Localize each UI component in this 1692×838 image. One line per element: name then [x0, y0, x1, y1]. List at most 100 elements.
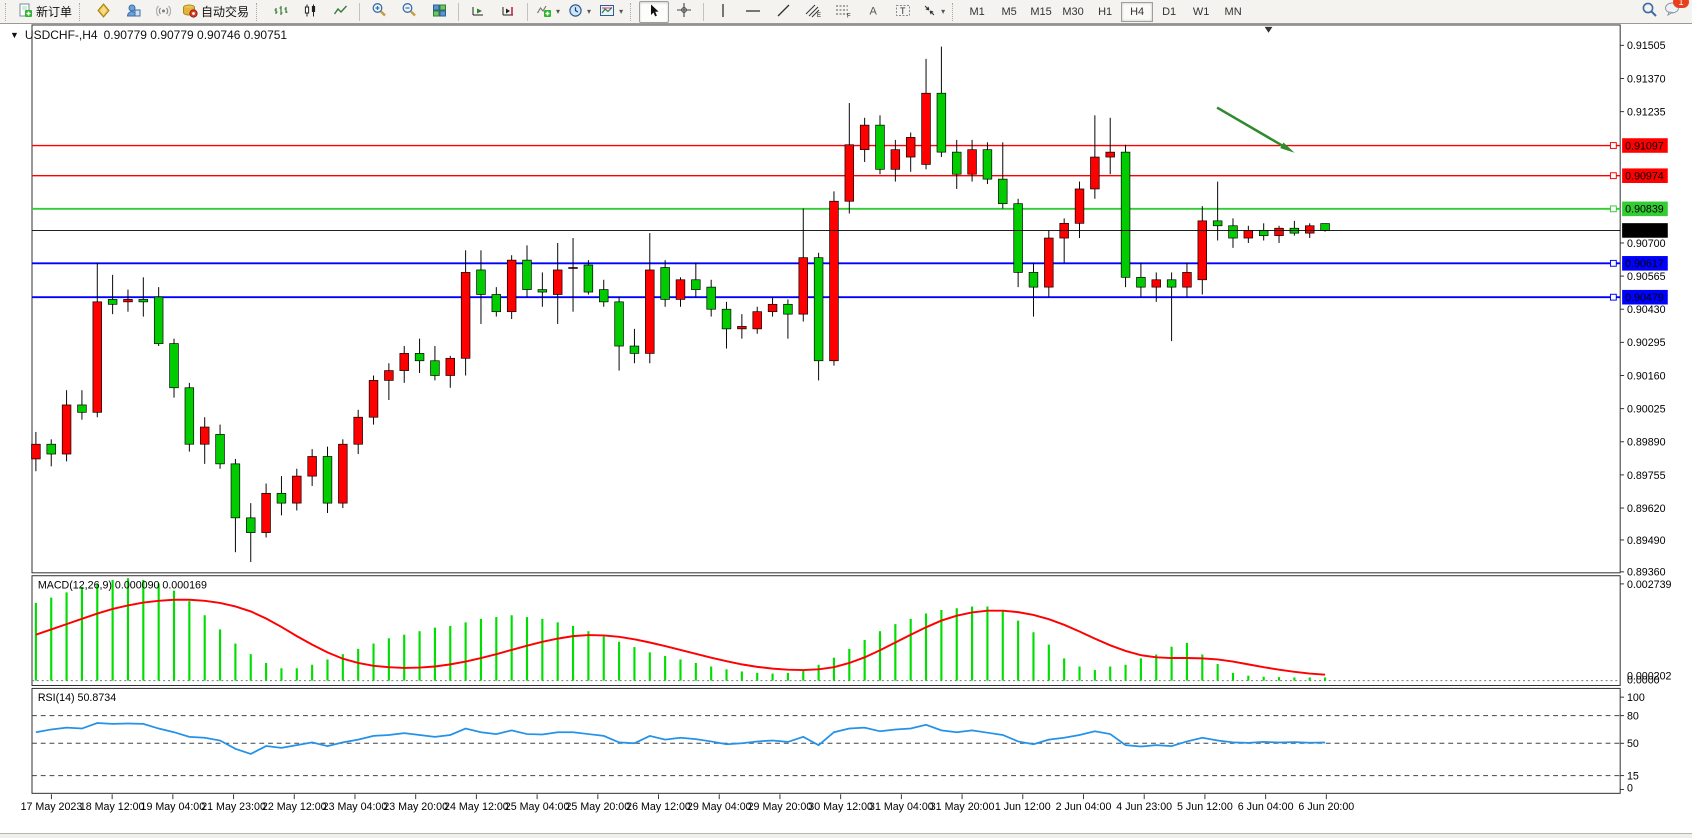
candle — [1228, 218, 1238, 248]
templates-button[interactable]: ▾ — [595, 1, 627, 23]
candle — [1013, 198, 1023, 288]
svg-text:0.002739: 0.002739 — [1627, 579, 1672, 591]
svg-text:26 May 12:00: 26 May 12:00 — [626, 801, 691, 813]
toolbar-separator — [703, 2, 705, 21]
notifications-button[interactable]: 1 — [1664, 0, 1689, 22]
chart-shift-button[interactable] — [493, 1, 523, 23]
zoom-in-button[interactable] — [364, 1, 394, 23]
line-handle[interactable] — [1609, 259, 1617, 267]
price-line-label — [1622, 201, 1668, 217]
arrows-tool-button[interactable]: ▾ — [918, 1, 949, 23]
candle — [737, 314, 747, 339]
candle — [261, 483, 271, 538]
periods-button[interactable]: ▾ — [564, 1, 595, 23]
crosshair-tool-button[interactable] — [669, 1, 699, 23]
timeframe-button-M1[interactable]: M1 — [969, 5, 985, 18]
timeframe-toolbar: M1 M5 M15 M30 H1 H4 D1 W1 MN — [961, 1, 1249, 22]
line-handle[interactable] — [1609, 293, 1617, 301]
line-handle[interactable] — [1609, 142, 1617, 149]
channel-tool-button[interactable]: E — [798, 1, 828, 23]
annotation-arrow[interactable] — [1216, 106, 1288, 150]
svg-text:30 May 12:00: 30 May 12:00 — [808, 801, 873, 813]
svg-text:2 Jun 04:00: 2 Jun 04:00 — [1056, 801, 1112, 813]
line-handle[interactable] — [1609, 205, 1617, 213]
candle — [215, 424, 225, 469]
cursor-tool-button[interactable] — [639, 0, 670, 23]
fibonacci-tool-button[interactable]: F — [828, 1, 858, 23]
candle — [1136, 262, 1146, 297]
autotrading-button[interactable]: 自动交易 — [178, 1, 253, 23]
toolbar-grip — [630, 2, 635, 21]
timeframe-button-M15[interactable]: M15 — [1030, 5, 1052, 18]
timeframe-button-MN[interactable]: MN — [1224, 5, 1242, 18]
vertical-line-tool-button[interactable] — [708, 1, 738, 23]
timeframe-button-H4[interactable]: H4 — [1121, 1, 1154, 22]
timeframe-button-H1[interactable]: H1 — [1098, 5, 1113, 18]
candlestick-mode-button[interactable] — [295, 1, 325, 23]
svg-text:0: 0 — [1627, 782, 1633, 794]
line-handle[interactable] — [1609, 172, 1617, 180]
candle — [1028, 262, 1039, 317]
signals-button[interactable] — [148, 1, 178, 23]
svg-text:18 May 12:00: 18 May 12:00 — [80, 801, 145, 813]
candle — [107, 274, 118, 315]
text-label-tool-button[interactable]: T — [888, 1, 918, 23]
candle — [1166, 272, 1177, 342]
candle — [384, 363, 394, 401]
macd-signal-line — [35, 598, 1326, 676]
timeframe-button-M5[interactable]: M5 — [1001, 5, 1017, 18]
chart-window[interactable]: 0.91097 0.90974 0.90839 0.90617 0.90479 0.907… — [0, 24, 1692, 838]
svg-text:29 May 20:00: 29 May 20:00 — [748, 801, 813, 813]
new-order-label: 新订单 — [36, 5, 73, 19]
candle — [813, 252, 824, 381]
toolbar-grip — [79, 2, 84, 21]
new-order-button[interactable]: 新订单 — [14, 1, 76, 23]
svg-text:0.000202: 0.000202 — [1627, 670, 1672, 682]
toolbar-separator — [458, 2, 460, 21]
svg-text:17 May 2023: 17 May 2023 — [21, 801, 83, 813]
market-watch-button[interactable] — [88, 1, 118, 23]
candle — [752, 306, 762, 334]
svg-text:25 May 04:00: 25 May 04:00 — [505, 801, 570, 813]
dropdown-arrow-icon: ▾ — [619, 7, 624, 16]
dropdown-arrow-icon: ▾ — [941, 7, 946, 16]
svg-text:15: 15 — [1627, 770, 1639, 782]
svg-text:0.89620: 0.89620 — [1627, 503, 1666, 515]
candle — [798, 208, 808, 322]
timeframe-button-D1[interactable]: D1 — [1162, 5, 1177, 18]
price-line-label — [1622, 168, 1668, 183]
search-icon[interactable] — [1641, 1, 1658, 23]
svg-text:0.90479: 0.90479 — [1625, 292, 1664, 304]
candle — [660, 260, 670, 307]
svg-text:0.91235: 0.91235 — [1627, 107, 1666, 119]
toolbar-grip — [952, 2, 957, 21]
zoom-out-button[interactable] — [394, 1, 424, 23]
chart-expand-arrow-icon[interactable]: ▼ — [10, 30, 19, 40]
text-tool-button[interactable]: A — [858, 1, 888, 23]
timeframe-button-M30[interactable]: M30 — [1062, 5, 1084, 18]
line-chart-icon — [333, 3, 348, 21]
candle — [614, 296, 624, 371]
arrows-icon — [922, 3, 937, 21]
chart-canvas[interactable]: 0.91097 0.90974 0.90839 0.90617 0.90479 0.907… — [0, 24, 1692, 838]
text-label-icon: T — [895, 3, 911, 21]
data-window-button[interactable] — [118, 1, 148, 23]
trendline-tool-button[interactable] — [768, 1, 798, 23]
horizontal-line-tool-button[interactable] — [738, 1, 768, 23]
indicators-button[interactable]: ▾ — [532, 1, 564, 23]
candle — [292, 468, 302, 511]
svg-text:0.90565: 0.90565 — [1627, 271, 1666, 283]
candle — [123, 289, 133, 312]
line-chart-mode-button[interactable] — [325, 1, 355, 23]
chart-shift-marker[interactable] — [1264, 26, 1273, 33]
fibonacci-icon: F — [835, 3, 852, 21]
candle — [276, 476, 287, 516]
annotation-arrow-head — [1280, 142, 1295, 153]
bar-chart-mode-button[interactable] — [265, 1, 295, 23]
timeframe-button-W1[interactable]: W1 — [1192, 5, 1210, 18]
auto-scroll-button[interactable] — [463, 1, 493, 23]
candle — [522, 245, 532, 297]
tile-windows-button[interactable] — [424, 1, 454, 23]
candle — [859, 117, 870, 162]
indicators-icon — [536, 3, 552, 21]
